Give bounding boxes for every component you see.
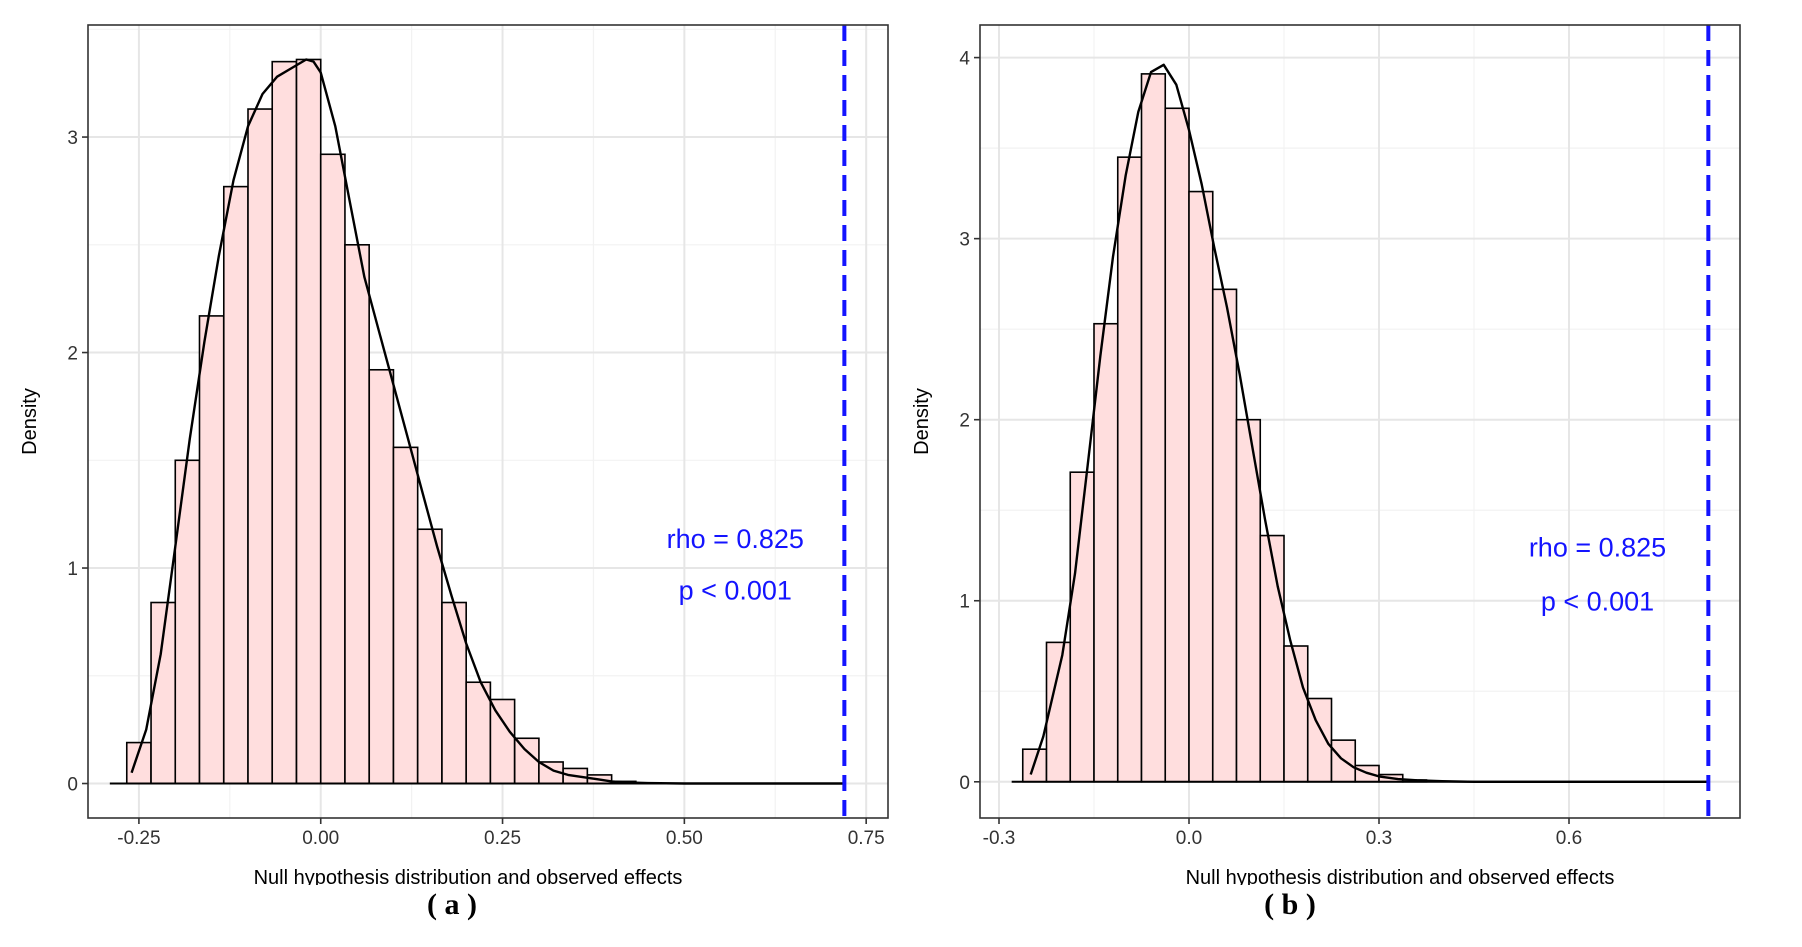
x-axis-title-b: Null hypothesis distribution and observe…	[1186, 867, 1615, 885]
chart-b-svg: rho = 0.825 p < 0.001 -0.3 0.0 0.3 0.6 0 1 2 3 4 Nu…	[911, 24, 1741, 885]
x-tick-label-a: 0.25	[484, 828, 521, 849]
y-tick-label-a: 2	[67, 344, 78, 365]
y-tick-label-a: 1	[67, 559, 78, 580]
y-tick-label-b: 0	[959, 773, 970, 794]
y-tick-label-b: 3	[959, 230, 970, 251]
x-tick-label-a: 0.00	[302, 828, 339, 849]
y-tick-label-b: 2	[959, 411, 970, 432]
histogram-bar-a-4	[198, 315, 225, 785]
x-tick-label-b: 0.0	[1176, 828, 1202, 849]
x-axis-title-a: Null hypothesis distribution and observe…	[254, 867, 683, 885]
histogram-bar-b-9	[1211, 288, 1238, 783]
panel-caption-b: ( b )	[1264, 888, 1316, 921]
histogram-bar-b-8	[1188, 190, 1214, 783]
x-tick-label-a: -0.25	[117, 828, 160, 849]
y-tick-label-a: 0	[67, 775, 78, 796]
chart-a-svg: rho = 0.825 p < 0.001 -0.25 0.00 0.25 0.50 0.7…	[19, 24, 889, 885]
x-tick-label-b: -0.3	[983, 828, 1016, 849]
annotation-b-0: rho = 0.825	[1529, 532, 1666, 562]
histogram-bar-a-8	[295, 58, 322, 785]
y-tick-label-a: 3	[67, 128, 78, 149]
histogram-bar-a-15	[465, 681, 492, 785]
panel-caption-a: ( a )	[427, 888, 477, 921]
histogram-bar-b-11	[1259, 534, 1285, 783]
y-axis-title-b: Density	[911, 388, 933, 455]
x-tick-label-a: 0.50	[666, 828, 703, 849]
histogram-bar-a-16	[489, 698, 516, 785]
annotation-a-1: p < 0.001	[679, 576, 792, 606]
histogram-bar-a-3	[174, 459, 201, 785]
chart-panel-a: rho = 0.825 p < 0.001 -0.25 0.00 0.25 0.50 0.7…	[0, 0, 900, 947]
chart-panel-b: rho = 0.825 p < 0.001 -0.3 0.0 0.3 0.6 0 1 2 3 4 Nu…	[900, 0, 1802, 947]
density-curve-a	[130, 58, 845, 785]
y-tick-label-b: 4	[959, 49, 970, 70]
histogram-bar-a-6	[247, 108, 274, 785]
plot-frame-a	[87, 24, 889, 819]
histogram-bar-a-10	[344, 243, 370, 785]
density-curve-b	[1029, 63, 1709, 783]
histogram-bar-a-13	[416, 528, 443, 785]
annotation-b-1: p < 0.001	[1541, 587, 1654, 617]
histogram-bar-b-5	[1116, 156, 1143, 783]
histogram-bar-a-7	[271, 60, 298, 785]
histogram-bar-a-17	[513, 737, 540, 785]
histogram-bar-b-7	[1164, 107, 1190, 783]
x-tick-label-b: 0.6	[1556, 828, 1582, 849]
plot-frame-b	[979, 24, 1741, 819]
x-tick-label-a: 0.75	[848, 828, 885, 849]
y-axis-title-a: Density	[19, 388, 41, 455]
x-tick-label-b: 0.3	[1366, 828, 1392, 849]
histogram-bar-a-11	[368, 368, 395, 785]
histogram-bar-a-12	[392, 446, 419, 785]
histogram-bar-a-5	[222, 185, 249, 785]
annotation-a-0: rho = 0.825	[667, 524, 804, 554]
histogram-bar-a-9	[319, 153, 346, 785]
y-tick-label-b: 1	[959, 592, 970, 613]
histogram-bar-b-4	[1093, 322, 1119, 783]
histogram-bar-b-6	[1140, 73, 1167, 783]
histogram-bar-b-12	[1283, 645, 1309, 783]
